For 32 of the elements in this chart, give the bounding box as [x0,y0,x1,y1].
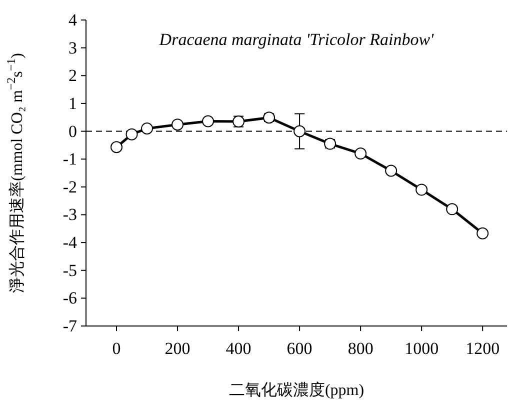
point [354,148,367,160]
point [385,164,398,177]
y-tick-label: -3 [62,205,77,224]
text: Dracaena marginata 'Tricolor Rainbow' [158,30,434,49]
x-tick-label: 200 [164,339,190,358]
x-tick-label: 1200 [466,339,500,358]
x-tick-label: 1000 [404,339,439,358]
point [202,115,214,128]
y-tick-label: 4 [68,10,78,30]
point [126,128,138,140]
x-axis-title: 二氧化碳濃度(ppm) [228,381,364,399]
point [476,227,489,240]
point [172,118,184,131]
point [141,122,154,134]
x-tick-label: 800 [348,339,374,358]
y-tick-label: -6 [62,288,77,308]
y-tick-label: 1 [68,94,77,113]
x-tick-label: 400 [226,339,252,358]
y-tick-label: 3 [68,38,77,58]
point [446,203,458,216]
y-tick-label: -5 [62,260,77,280]
x-tick-label: 0 [112,339,121,358]
y-tick-label: -7 [62,316,78,336]
y-tick-label: -4 [62,233,78,252]
x-tick-label: 600 [286,339,312,358]
y-tick-label: 0 [68,122,77,141]
y-tick-label: 2 [68,66,77,86]
point [110,141,123,154]
point [294,125,306,138]
point [416,184,428,196]
y-tick-label: -1 [62,150,77,169]
y-tick-label: -2 [62,177,77,196]
